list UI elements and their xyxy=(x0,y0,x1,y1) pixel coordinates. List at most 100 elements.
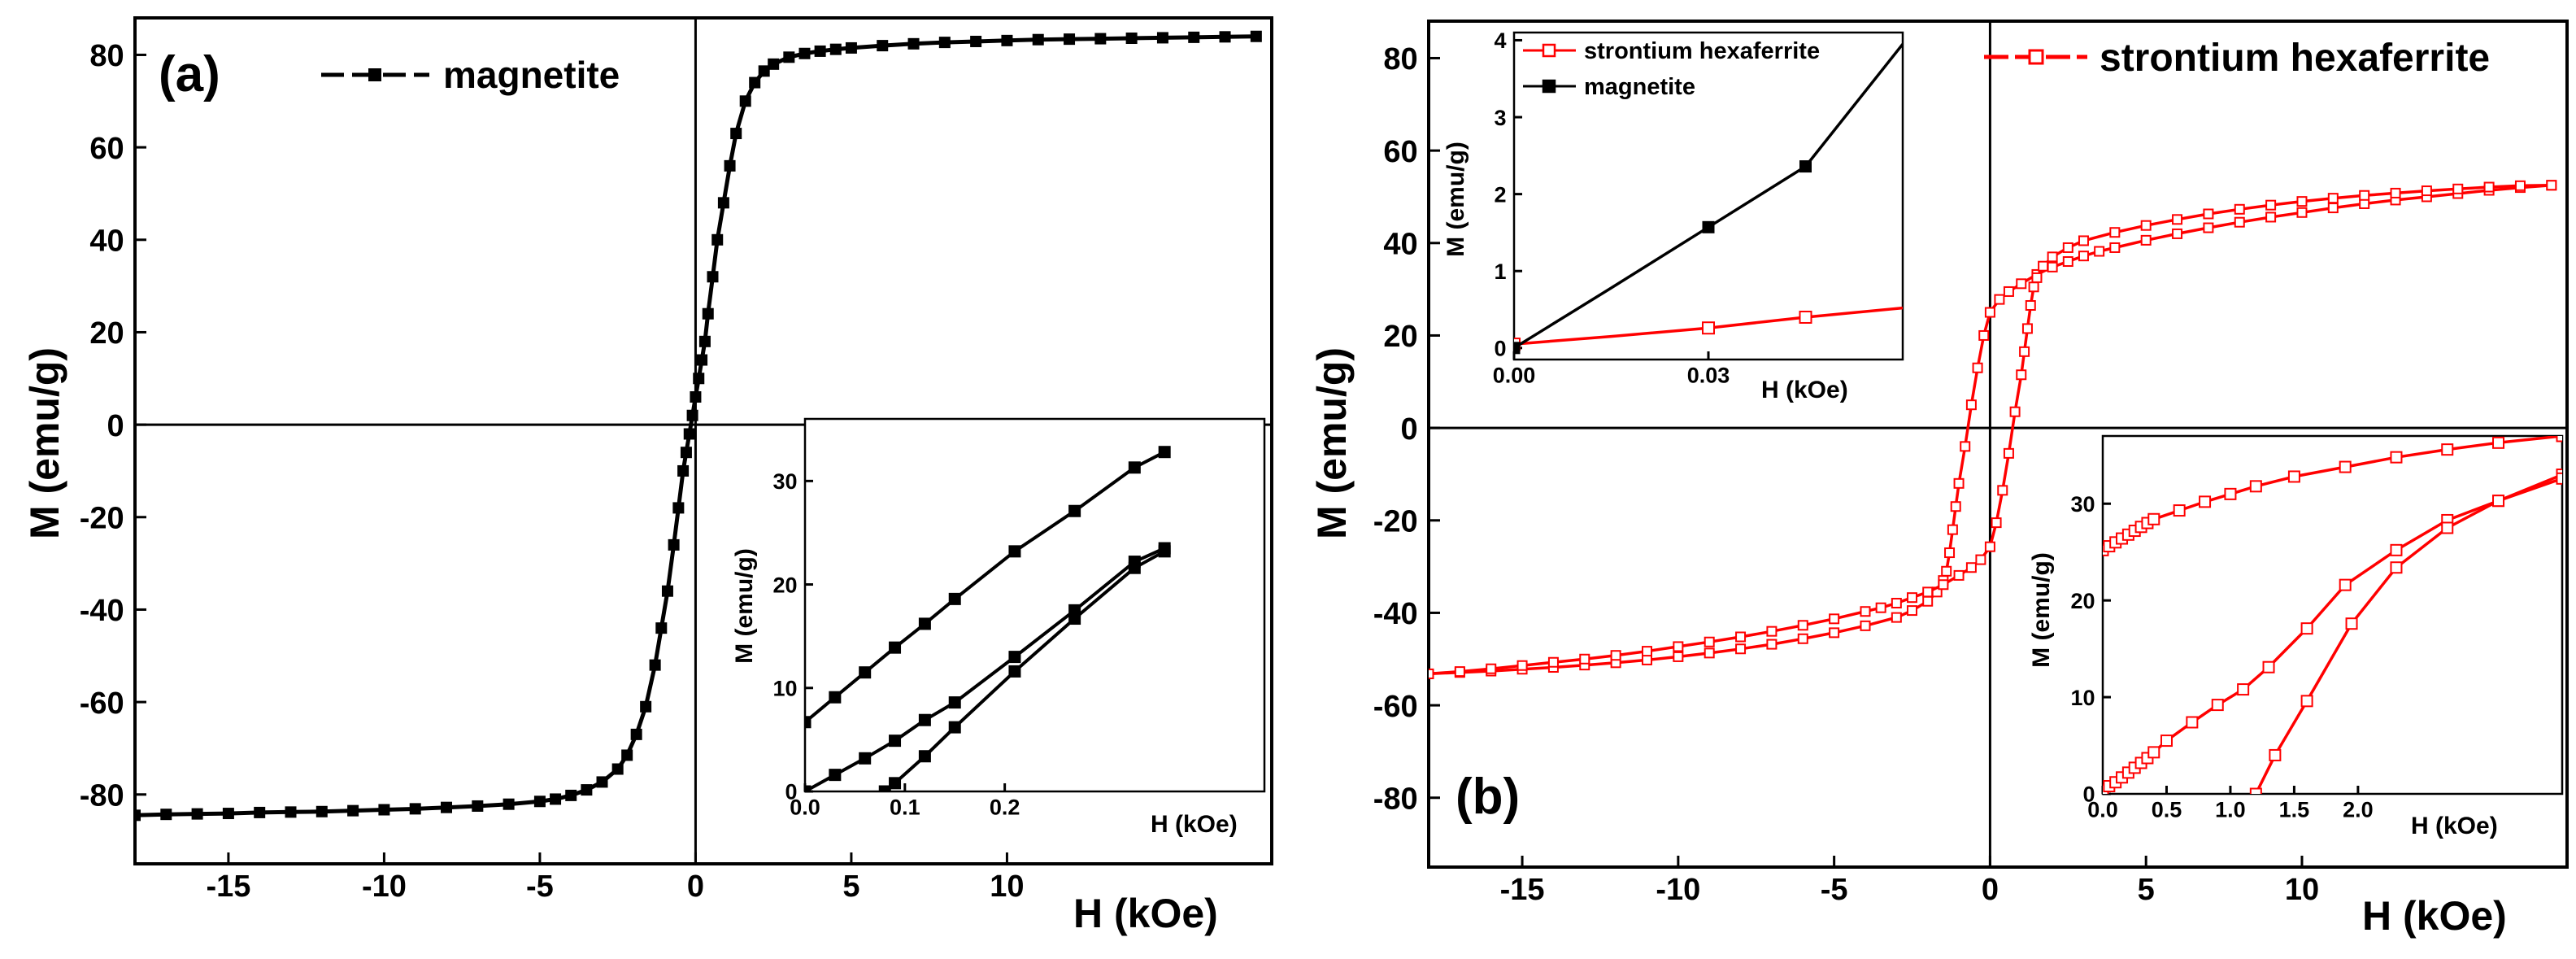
panel-a-data-point xyxy=(1032,33,1044,46)
panel-b-bottom-inset-point xyxy=(2224,487,2237,500)
panel-a-data-point xyxy=(1001,34,1013,46)
panel-b-data-point xyxy=(2140,234,2152,246)
panel-a-x-tick-label: 10 xyxy=(990,870,1024,904)
panel-a-inset-point xyxy=(918,713,931,726)
panel-b-top-inset-point xyxy=(1702,321,1715,335)
panel-a-data-point xyxy=(717,197,729,209)
panel-a-inset-frame xyxy=(803,417,1266,793)
panel-a-data-point xyxy=(596,776,608,788)
panel-a-data-point xyxy=(814,45,826,57)
panel-a-data-point xyxy=(938,37,951,49)
panel-b-data-point xyxy=(1975,554,1986,565)
panel-a-x-tick-label: 5 xyxy=(842,870,859,904)
panel-b-x-axis-label: H (kOe) xyxy=(2362,893,2507,939)
panel-a-data-point xyxy=(668,538,680,551)
panel-b-bottom-inset-point xyxy=(2160,735,2173,748)
panel-b-data-point xyxy=(2172,228,2183,239)
panel-b-x-tick-label: -15 xyxy=(1500,873,1545,907)
panel-a-inset-point xyxy=(1158,446,1171,459)
panel-b-top-inset-frame xyxy=(1512,31,1904,361)
panel-a-plot-frame xyxy=(133,16,1273,865)
panel-a-inset-point xyxy=(878,785,891,791)
panel-a-data-point xyxy=(661,585,673,597)
panel-b-top-inset-legend-marker xyxy=(1542,43,1556,58)
panel-b-legend-marker xyxy=(2028,49,2044,65)
panel-a-data-point xyxy=(550,793,562,805)
panel-b-data-point xyxy=(1766,626,1778,637)
panel-b-data-point xyxy=(1860,620,1871,631)
panel-b-series xyxy=(1429,180,2557,679)
panel-a-inset-x-tick-label: 0.2 xyxy=(990,795,1020,819)
panel-b-data-point xyxy=(1941,565,1952,577)
panel-b-top-inset-y-ticks: 0 1 2 3 4 xyxy=(1495,28,1522,361)
panel-b-top-inset-x-label: H (kOe) xyxy=(1761,377,1848,403)
panel-a-inset-point xyxy=(1128,461,1141,474)
panel-a-data-point xyxy=(702,307,714,320)
panel-b-data-point xyxy=(1797,633,1808,644)
panel-b-data-point xyxy=(1953,477,1965,489)
panel-b-x-tick-label: 10 xyxy=(2285,873,2319,907)
panel-b-data-point xyxy=(2062,242,2073,253)
panel-a-y-ticks: -80 -60 -40 -20 0 20 40 60 80 xyxy=(80,39,146,813)
panel-b-y-tick-label: 40 xyxy=(1383,227,1417,261)
panel-b-bottom-inset-x-ticks: 0.0 0.5 1.0 1.5 2.0 xyxy=(2087,786,2374,822)
panel-b-bottom-inset-point xyxy=(2339,460,2352,473)
panel-b-bottom-inset-point xyxy=(2441,521,2454,534)
panel-a-data-point xyxy=(472,800,484,812)
panel-a-data-point xyxy=(696,354,708,366)
panel-a-inset-point xyxy=(805,785,812,791)
panel-a-data-point xyxy=(783,51,795,63)
panel-b-top-inset-x-tick-label: 0.00 xyxy=(1493,363,1536,387)
panel-b-data-point xyxy=(2047,261,2058,272)
panel-b-bottom-inset-x-tick-label: 1.5 xyxy=(2279,797,2310,822)
panel-a-data-point xyxy=(621,749,633,761)
panel-b-x-tick-label: -10 xyxy=(1656,873,1700,907)
panel-a-y-tick-label: 80 xyxy=(89,39,124,73)
panel-a-inset-x-tick-label: 0.0 xyxy=(790,795,820,819)
panel-b-bottom-inset-y-label: M (emu/g) xyxy=(2028,552,2055,668)
panel-b-data-point xyxy=(2047,251,2058,263)
panel-a-inset-point xyxy=(918,750,931,763)
panel-b-data-point xyxy=(1938,579,1949,591)
panel-b-top-inset-point xyxy=(1702,220,1715,233)
panel-b-data-point xyxy=(1704,647,1715,659)
panel-a-data-point xyxy=(730,128,742,140)
panel-b-data-point xyxy=(1953,569,1965,581)
panel-b-data-point xyxy=(2327,193,2339,204)
panel-b-data-point xyxy=(1875,602,1886,613)
panel-b-y-tick-label: 80 xyxy=(1383,42,1417,76)
panel-a-data-point xyxy=(907,37,920,50)
panel-b-data-point xyxy=(1735,643,1747,655)
panel-b-data-point xyxy=(2028,281,2039,293)
panel-a-legend-marker xyxy=(368,68,381,81)
panel-b-top-inset: 0.00 0.03 0 1 2 3 4 strontium hexaferrite magn… xyxy=(1442,28,1904,403)
panel-b-bottom-inset-y-tick-label: 30 xyxy=(2071,492,2095,517)
panel-b-bottom-inset-point xyxy=(2390,451,2403,464)
panel-b-top-inset-y-tick-label: 4 xyxy=(1495,28,1507,53)
panel-b-bottom-inset-point xyxy=(2173,504,2186,517)
panel-b-bottom-inset: 0.0 0.5 1.0 1.5 2.0 0 10 20 30 H (kOe) M (emu/g… xyxy=(2028,434,2564,839)
panel-a-inset-x-ticks: 0.0 0.1 0.2 xyxy=(790,783,1020,819)
panel-b-label: (b) xyxy=(1456,769,1520,825)
panel-a-y-tick-label: -80 xyxy=(80,778,124,813)
panel-b-bottom-inset-point xyxy=(2345,617,2358,630)
panel-a-data-point xyxy=(845,41,857,54)
panel-a-inset-y-tick-label: 0 xyxy=(785,780,798,804)
panel-a-y-tick-label: -60 xyxy=(80,687,124,721)
panel-b-data-point xyxy=(1972,362,1983,373)
panel-b-bottom-inset-point xyxy=(2300,622,2313,635)
panel-a-data-point xyxy=(686,409,698,421)
panel-b-y-tick-label: 20 xyxy=(1383,320,1417,354)
panel-b-data-point xyxy=(2421,185,2432,197)
panel-a-series xyxy=(135,30,1262,822)
panel-b-data-point xyxy=(1516,660,1528,671)
panel-a-x-tick-label: -10 xyxy=(362,870,407,904)
panel-b-data-point xyxy=(1947,524,1958,535)
panel-a-data-point xyxy=(315,805,328,817)
panel-b-bottom-inset-point xyxy=(2556,436,2562,442)
panel-b-data-point xyxy=(2009,406,2021,417)
panel-b-y-tick-label: 60 xyxy=(1383,135,1417,169)
panel-b-top-inset-legend: strontium hexaferrite magnetite xyxy=(1523,38,1820,100)
panel-b-bottom-inset-point xyxy=(2237,683,2250,696)
